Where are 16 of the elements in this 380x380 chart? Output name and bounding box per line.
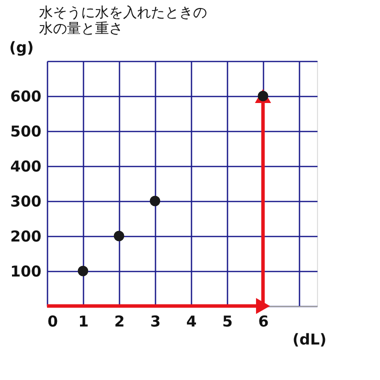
y-axis-title: (g) <box>9 38 34 56</box>
y-tick-label: 200 <box>10 228 42 246</box>
y-tick-label: 600 <box>10 88 42 106</box>
x-tick-label: 2 <box>114 312 125 330</box>
y-tick-label: 300 <box>10 192 42 210</box>
x-tick-label: 3 <box>150 312 161 330</box>
x-tick-label: 0 <box>48 312 58 330</box>
chart-title: 水そうに水を入れたときの水の量と重さ <box>38 5 207 37</box>
x-tick-label: 4 <box>186 312 197 330</box>
y-tick-label: 100 <box>10 262 42 280</box>
x-tick-label: 1 <box>78 312 89 330</box>
y-tick-label: 500 <box>10 122 42 140</box>
y-tick-label: 400 <box>10 158 42 176</box>
x-tick-label: 5 <box>222 312 233 330</box>
x-tick-label: 6 <box>258 312 269 330</box>
x-axis-title: (dL) <box>292 330 327 348</box>
